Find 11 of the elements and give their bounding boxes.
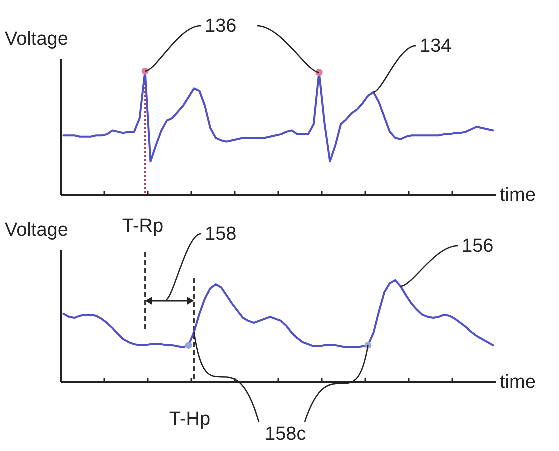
text: 156 xyxy=(462,236,494,257)
text: 134 xyxy=(420,36,452,57)
y-axis-title: Voltage xyxy=(5,220,68,241)
text: 136 xyxy=(205,16,237,37)
x-axis-title: time xyxy=(500,372,536,393)
y-axis-title: Voltage xyxy=(5,29,68,50)
text: 158c xyxy=(265,424,306,445)
text: T-Rp xyxy=(122,216,164,237)
text: T-Hp xyxy=(169,409,211,430)
x-axis-title: time xyxy=(500,185,536,206)
text: 158 xyxy=(205,224,237,245)
